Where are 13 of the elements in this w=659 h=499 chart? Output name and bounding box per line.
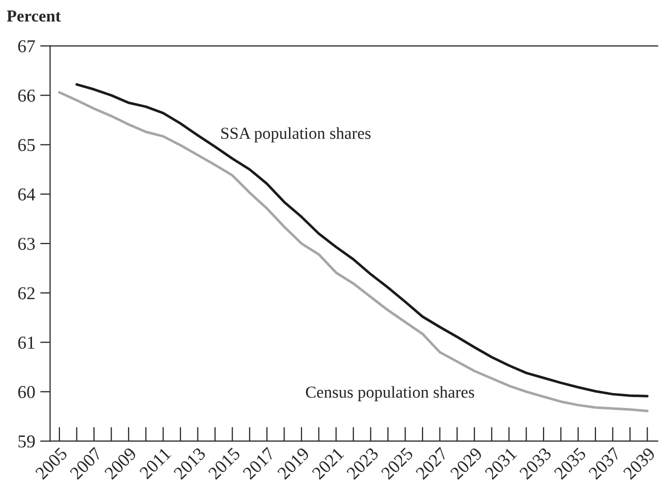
y-tick-label: 61 (18, 336, 34, 349)
y-tick-label: 65 (18, 139, 35, 152)
series-label: SSA population shares (221, 127, 371, 142)
y-axis-title: Percent (6, 10, 61, 22)
y-tick-label: 60 (18, 386, 35, 398)
x-tick-label: 2011 (139, 447, 172, 480)
series-label: Census population shares (306, 386, 474, 402)
y-tick-label: 59 (18, 435, 35, 448)
y-tick-label: 64 (18, 188, 36, 201)
y-tick-label: 67 (18, 40, 35, 52)
y-tick-label: 66 (18, 90, 35, 102)
y-tick-label: 63 (18, 238, 35, 250)
y-tick-label: 62 (18, 287, 35, 300)
